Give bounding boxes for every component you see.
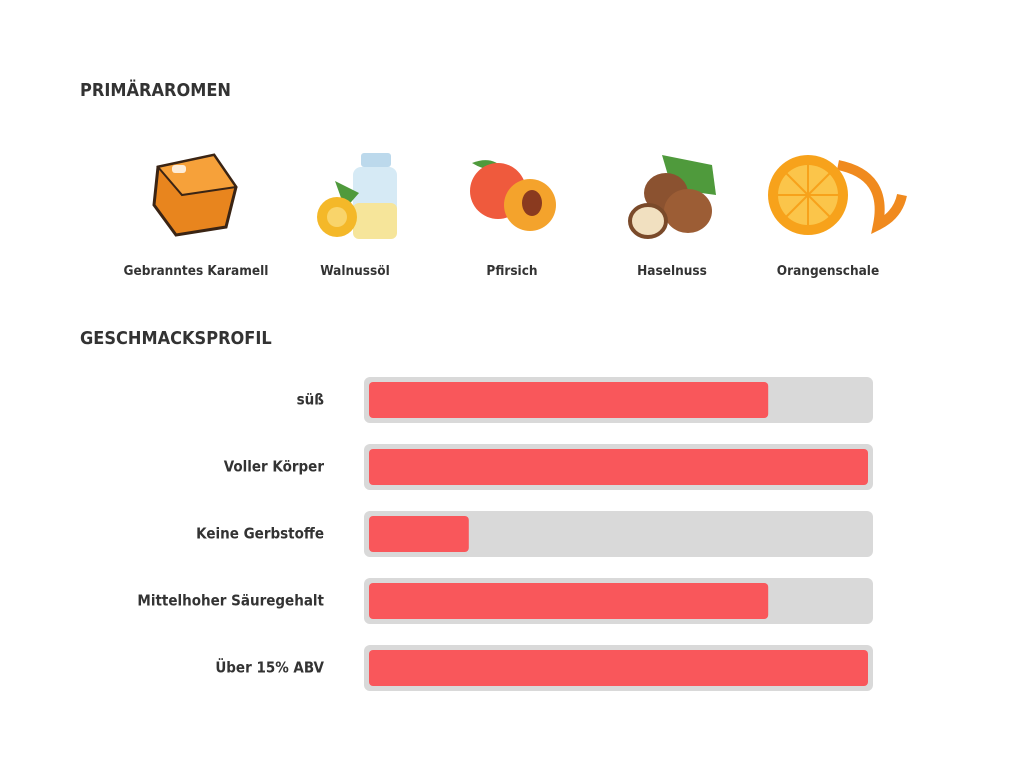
peach-icon (470, 160, 556, 231)
aroma-label: Gebranntes Karamell (124, 263, 269, 279)
profile-label: Über 15% ABV (215, 658, 324, 677)
profile-label: süß (297, 391, 325, 409)
bar-track (364, 511, 873, 557)
walnut-oil-icon (317, 153, 397, 239)
section-title: PRIMÄRAROMEN (80, 79, 231, 101)
orange-peel-icon (768, 155, 907, 235)
bar-fill (369, 516, 469, 552)
profile-label: Voller Körper (224, 458, 325, 476)
profile-label: Mittelhoher Säuregehalt (137, 592, 324, 610)
caramel-icon (152, 153, 238, 237)
section-title: GESCHMACKSPROFIL (80, 328, 272, 349)
hazelnut-icon (628, 155, 716, 239)
profile-label: Keine Gerbstoffe (196, 525, 324, 543)
bar-fill (369, 583, 769, 619)
aroma-label: Orangenschale (777, 263, 879, 279)
aroma-label: Haselnuss (637, 263, 707, 279)
aroma-label: Pfirsich (486, 263, 537, 279)
bar-fill (369, 449, 868, 485)
bar-fill (369, 650, 868, 686)
bar-fill (369, 382, 769, 418)
aroma-label: Walnussöl (320, 263, 390, 279)
